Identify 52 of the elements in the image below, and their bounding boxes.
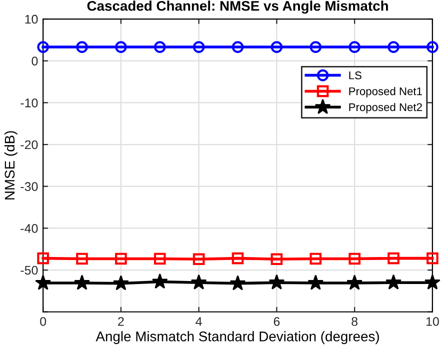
x-tick-label: 2 <box>118 317 124 326</box>
y-tick-label: -10 <box>20 98 38 108</box>
y-tick-label: -50 <box>20 266 38 275</box>
point <box>388 41 400 53</box>
point <box>310 252 322 265</box>
point <box>388 252 400 264</box>
point <box>115 252 127 265</box>
point <box>35 274 52 290</box>
y-tick-label: -40 <box>20 224 38 233</box>
point <box>230 275 246 290</box>
point <box>76 252 88 265</box>
point <box>386 274 402 290</box>
point <box>37 252 49 264</box>
x-tick-label: 4 <box>196 317 202 326</box>
x-axis-title: Angle Mismatch Standard Deviation (degrees) <box>96 331 379 344</box>
point <box>310 41 322 53</box>
point <box>270 41 283 53</box>
point <box>426 41 438 53</box>
point <box>268 274 285 290</box>
point <box>74 274 90 290</box>
legend-label: LS <box>349 71 362 80</box>
y-axis-title: NMSE (dB) <box>4 131 18 200</box>
y-tick-label: 10 <box>25 14 38 24</box>
legend-label: Proposed Net1 <box>349 87 422 98</box>
point <box>112 275 129 290</box>
point <box>232 252 244 264</box>
point <box>37 41 49 53</box>
point <box>154 252 166 265</box>
point <box>192 253 205 266</box>
point <box>76 41 88 53</box>
point <box>348 41 360 53</box>
point <box>190 274 207 290</box>
x-tick-label: 8 <box>352 317 358 326</box>
point <box>426 252 438 264</box>
y-tick-label: 0 <box>32 56 38 66</box>
point <box>348 252 360 265</box>
point <box>154 41 166 53</box>
point <box>270 253 283 266</box>
y-tick-label: -20 <box>20 140 38 150</box>
point <box>152 273 168 289</box>
point <box>424 274 440 290</box>
x-tick-label: 6 <box>274 317 280 326</box>
y-tick-label: -30 <box>20 182 38 192</box>
chart-title: Cascaded Channel: NMSE vs Angle Mismatch <box>87 0 388 14</box>
point <box>346 274 363 290</box>
point <box>308 274 324 290</box>
x-tick-label: 0 <box>40 317 46 326</box>
legend-label: Proposed Net2 <box>349 102 422 114</box>
point <box>115 41 127 53</box>
x-tick-label: 10 <box>426 317 439 326</box>
point <box>192 41 205 53</box>
point <box>232 41 244 53</box>
